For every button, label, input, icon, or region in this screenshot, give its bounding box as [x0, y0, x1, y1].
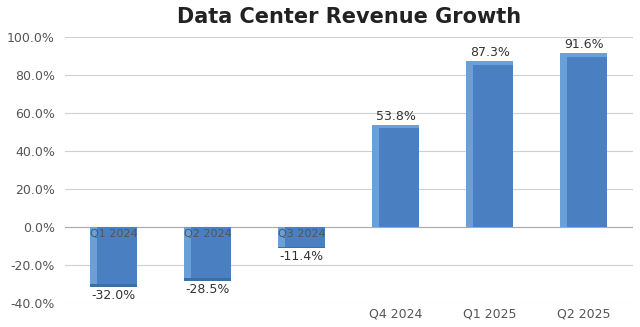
Bar: [372, 125, 380, 227]
Text: Q1 2025: Q1 2025: [463, 307, 516, 320]
Title: Data Center Revenue Growth: Data Center Revenue Growth: [177, 7, 521, 27]
Text: Q1 2024: Q1 2024: [90, 229, 138, 238]
Bar: [90, 227, 138, 287]
Bar: [90, 284, 138, 287]
Text: Q4 2024: Q4 2024: [369, 307, 422, 320]
Bar: [467, 61, 474, 227]
Bar: [278, 247, 325, 248]
Bar: [467, 61, 513, 227]
Bar: [278, 227, 325, 248]
Text: -32.0%: -32.0%: [92, 289, 136, 302]
Bar: [90, 227, 97, 287]
Text: -11.4%: -11.4%: [280, 250, 324, 263]
Bar: [560, 53, 567, 227]
Text: Q3 2024: Q3 2024: [278, 229, 326, 238]
Bar: [372, 125, 419, 227]
Bar: [184, 227, 231, 281]
Bar: [560, 53, 607, 227]
Bar: [184, 227, 191, 281]
Text: -28.5%: -28.5%: [186, 283, 230, 296]
Text: 87.3%: 87.3%: [470, 46, 509, 59]
Text: Q2 2024: Q2 2024: [184, 229, 232, 238]
Bar: [467, 61, 513, 65]
Text: Q2 2025: Q2 2025: [557, 307, 611, 320]
Bar: [278, 227, 285, 248]
Text: 53.8%: 53.8%: [376, 110, 416, 123]
Text: 91.6%: 91.6%: [564, 38, 604, 51]
Bar: [372, 125, 419, 128]
Bar: [184, 278, 231, 281]
Bar: [560, 53, 607, 57]
